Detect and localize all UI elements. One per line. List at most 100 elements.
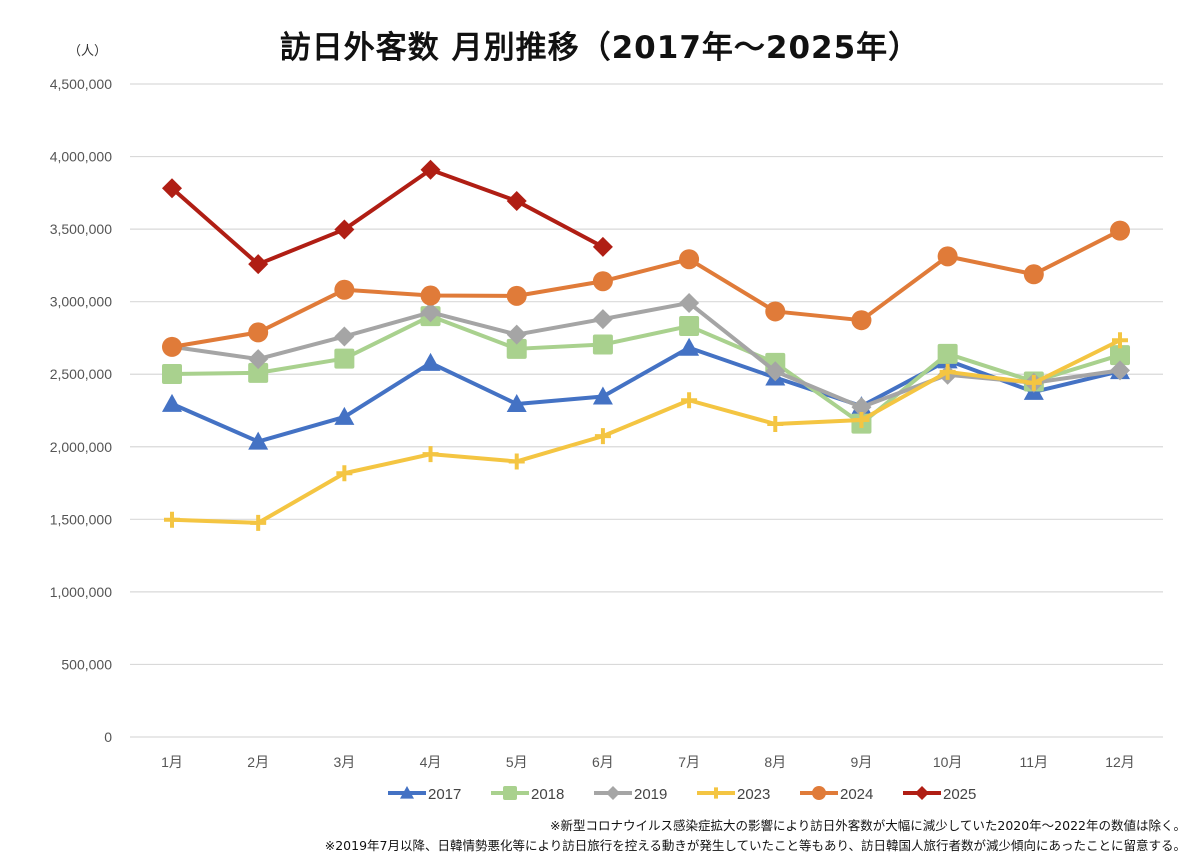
square-marker xyxy=(503,786,517,800)
y-tick-label: 3,500,000 xyxy=(50,221,112,237)
series-line-2025 xyxy=(170,167,604,267)
legend-item-2023: 2023 xyxy=(697,786,770,803)
plus-marker xyxy=(853,412,870,429)
plus-marker xyxy=(1112,332,1128,349)
x-tick-label: 8月 xyxy=(764,754,786,770)
legend-item-2025: 2025 xyxy=(903,786,976,803)
diamond-marker xyxy=(506,191,527,212)
circle-marker xyxy=(248,322,269,343)
plus-marker xyxy=(164,511,180,528)
series-2025 xyxy=(162,159,613,275)
y-tick-label: 1,500,000 xyxy=(50,511,112,527)
chart-title: 訪日外客数 月別推移（2017年～2025年） xyxy=(279,30,921,66)
diamond-marker xyxy=(162,178,182,199)
x-tick-label: 9月 xyxy=(851,754,873,770)
plus-marker xyxy=(1025,374,1042,391)
diamond-marker xyxy=(1110,360,1130,381)
diamond-marker xyxy=(765,361,786,382)
x-tick-label: 11月 xyxy=(1020,754,1049,770)
diamond-marker xyxy=(420,302,441,323)
diamond-marker xyxy=(334,219,355,240)
plus-marker xyxy=(250,514,267,531)
y-tick-label: 4,000,000 xyxy=(50,149,112,165)
plus-marker xyxy=(681,392,698,409)
legend-item-2024: 2024 xyxy=(800,786,873,803)
circle-marker xyxy=(162,336,182,357)
y-tick-label: 1,000,000 xyxy=(50,584,112,600)
circle-marker xyxy=(1023,264,1044,285)
x-tick-label: 10月 xyxy=(933,754,963,770)
y-tick-label: 0 xyxy=(104,729,112,745)
circle-marker xyxy=(334,279,355,300)
square-marker xyxy=(506,338,527,359)
plus-marker xyxy=(939,363,956,380)
diamond-marker xyxy=(248,349,269,370)
diamond-marker xyxy=(592,309,613,330)
diamond-marker xyxy=(334,326,355,347)
circle-marker xyxy=(679,249,700,270)
series-2023 xyxy=(164,332,1128,531)
legend-label: 2024 xyxy=(840,786,873,803)
series-line-2023 xyxy=(171,338,1121,525)
y-tick-label: 500,000 xyxy=(61,656,112,672)
legend-item-2019: 2019 xyxy=(594,786,667,803)
circle-marker xyxy=(765,301,786,322)
circle-marker xyxy=(1110,220,1130,241)
x-tick-label: 7月 xyxy=(678,754,700,770)
plus-marker xyxy=(594,428,611,445)
y-axis-unit-label: （人） xyxy=(68,44,108,59)
diamond-marker xyxy=(606,786,620,800)
plus-marker xyxy=(336,465,353,482)
square-marker xyxy=(679,316,700,337)
x-tick-label: 2月 xyxy=(247,754,269,770)
circle-marker xyxy=(812,786,826,800)
diamond-marker xyxy=(851,397,872,418)
square-marker xyxy=(162,364,182,385)
y-tick-label: 4,500,000 xyxy=(50,76,112,92)
diamond-marker xyxy=(420,159,441,180)
legend-label: 2019 xyxy=(634,786,667,803)
series-line-2017 xyxy=(171,345,1121,444)
legend-item-2018: 2018 xyxy=(491,786,564,803)
legend-label: 2017 xyxy=(428,786,461,803)
triangle-marker xyxy=(162,393,182,412)
x-tick-label: 3月 xyxy=(333,754,355,770)
square-marker xyxy=(592,334,613,355)
x-tick-label: 5月 xyxy=(506,754,528,770)
y-tick-label: 2,500,000 xyxy=(50,366,112,382)
plus-marker xyxy=(422,446,439,463)
circle-marker xyxy=(506,285,527,306)
x-tick-label: 4月 xyxy=(420,754,442,770)
diamond-marker xyxy=(592,236,613,257)
footnote-1: ※新型コロナウイルス感染症拡大の影響により訪日外客数が大幅に減少していた2020… xyxy=(550,818,1186,833)
x-tick-label: 12月 xyxy=(1105,754,1135,770)
triangle-marker xyxy=(506,394,527,413)
diamond-marker xyxy=(679,292,700,313)
series-line-2024 xyxy=(171,228,1121,349)
series-line-2019 xyxy=(171,300,1121,410)
diamond-marker xyxy=(915,786,929,800)
legend-item-2017: 2017 xyxy=(388,786,461,803)
plus-marker xyxy=(508,453,525,470)
circle-marker xyxy=(937,246,958,267)
plus-marker xyxy=(767,416,784,433)
triangle-marker xyxy=(420,352,441,371)
circle-marker xyxy=(592,271,613,292)
square-marker xyxy=(1110,345,1130,366)
triangle-marker xyxy=(400,786,414,799)
circle-marker xyxy=(420,285,441,306)
triangle-marker xyxy=(679,337,700,356)
square-marker xyxy=(248,362,269,383)
series-2017 xyxy=(162,337,1130,450)
series-line-2018 xyxy=(171,314,1121,426)
legend-label: 2025 xyxy=(943,786,976,803)
x-tick-label: 6月 xyxy=(592,754,614,770)
diamond-marker xyxy=(248,254,269,275)
x-tick-label: 1月 xyxy=(161,754,183,770)
series-2019 xyxy=(162,292,1130,418)
plus-marker xyxy=(710,787,722,799)
legend-label: 2018 xyxy=(531,786,564,803)
circle-marker xyxy=(851,310,872,331)
footnote-2: ※2019年7月以降、日韓情勢悪化等により訪日旅行を控える動きが発生していたこと… xyxy=(324,838,1186,853)
